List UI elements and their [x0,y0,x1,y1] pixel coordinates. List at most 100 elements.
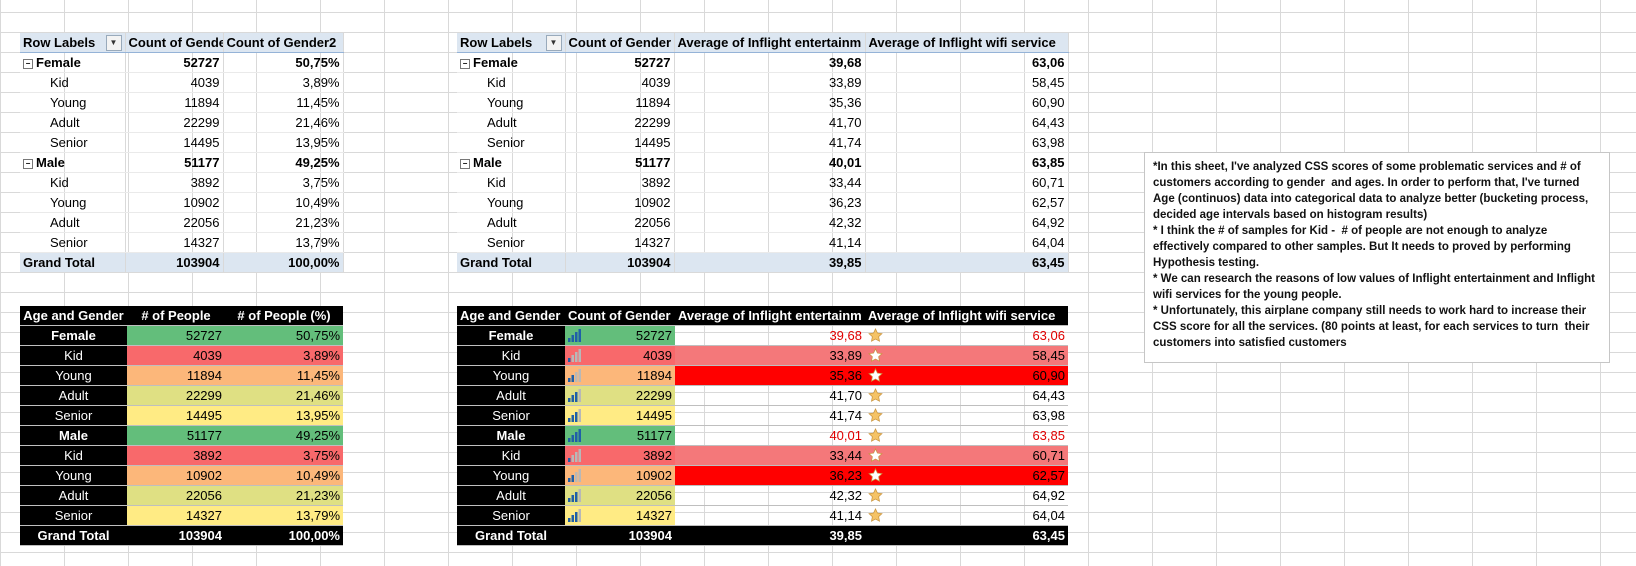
people-pct-cell[interactable]: 50,75% [225,325,343,346]
pivot-table-gender-count[interactable]: Row Labels ▼ Count of Gende Count of Gend… [20,33,344,272]
entertainment-avg-cell[interactable]: 41,74 [674,132,866,153]
pivot1-header-row-labels[interactable]: Row Labels ▼ [20,33,126,53]
row-label[interactable]: − Male [457,152,566,173]
count-cell[interactable]: 52727 [125,52,224,73]
people-pct-cell[interactable]: 11,45% [225,365,343,386]
percent-cell[interactable]: 3,89% [223,72,344,93]
age-gender-label[interactable]: Senior [457,505,565,526]
wifi-avg-cell[interactable]: 63,45 [865,525,1068,546]
count-cell[interactable]: 4039 [565,345,675,366]
count-cell[interactable]: 11894 [565,92,675,113]
row-label[interactable]: − Male [20,152,126,173]
entertainment-avg-cell[interactable]: 40,01 [675,425,865,446]
count-cell[interactable]: 10902 [565,465,675,486]
count-cell[interactable]: 51177 [565,425,675,446]
table4-header-entertainment[interactable]: Average of Inflight entertainm [675,306,865,326]
age-gender-label[interactable]: Young [20,465,127,486]
count-cell[interactable]: 22299 [125,112,224,133]
entertainment-avg-cell[interactable]: 41,14 [674,232,866,253]
count-cell[interactable]: 22056 [125,212,224,233]
row-label[interactable]: Young [20,192,126,213]
age-gender-label[interactable]: Male [457,425,565,446]
percent-cell[interactable]: 3,75% [223,172,344,193]
row-label[interactable]: − Female [457,52,566,73]
percent-cell[interactable]: 13,79% [223,232,344,253]
pivot2-header-wifi[interactable]: Average of Inflight wifi service [865,33,1069,53]
row-label[interactable]: Adult [20,112,126,133]
wifi-avg-cell[interactable]: 58,45 [865,72,1069,93]
count-cell[interactable]: 22056 [565,212,675,233]
row-label[interactable]: Young [457,192,566,213]
percent-cell[interactable]: 11,45% [223,92,344,113]
age-gender-label[interactable]: Senior [20,405,127,426]
count-cell[interactable]: 3892 [565,172,675,193]
entertainment-avg-cell[interactable]: 42,32 [674,212,866,233]
filter-dropdown-icon[interactable]: ▼ [105,35,122,51]
row-label[interactable]: Grand Total [457,252,566,272]
count-cell[interactable]: 103904 [565,252,675,272]
people-pct-cell[interactable]: 100,00% [225,525,343,546]
age-gender-label[interactable]: Female [20,325,127,346]
wifi-avg-cell[interactable]: 60,90 [865,365,1068,386]
entertainment-avg-cell[interactable]: 41,70 [674,112,866,133]
people-pct-cell[interactable]: 49,25% [225,425,343,446]
entertainment-avg-cell[interactable]: 33,89 [674,72,866,93]
analysis-note-textbox[interactable]: *In this sheet, I've analyzed CSS scores… [1144,152,1610,363]
age-gender-label[interactable]: Young [457,465,565,486]
percent-cell[interactable]: 50,75% [223,52,344,73]
wifi-avg-cell[interactable]: 63,06 [865,325,1068,346]
people-count-cell[interactable]: 51177 [127,425,225,446]
age-gender-label[interactable]: Senior [457,405,565,426]
wifi-avg-cell[interactable]: 63,85 [865,425,1068,446]
count-cell[interactable]: 11894 [565,365,675,386]
collapse-toggle-icon[interactable]: − [23,59,33,69]
entertainment-avg-cell[interactable]: 35,36 [674,92,866,113]
people-count-cell[interactable]: 103904 [127,525,225,546]
entertainment-avg-cell[interactable]: 39,68 [674,52,866,73]
wifi-avg-cell[interactable]: 60,71 [865,445,1068,466]
people-count-cell[interactable]: 11894 [127,365,225,386]
percent-cell[interactable]: 21,46% [223,112,344,133]
people-count-cell[interactable]: 3892 [127,445,225,466]
pivot1-header-count[interactable]: Count of Gende [125,33,224,53]
people-count-cell[interactable]: 14495 [127,405,225,426]
row-label[interactable]: Adult [457,212,566,233]
collapse-toggle-icon[interactable]: − [460,159,470,169]
row-label[interactable]: Grand Total [20,252,126,272]
formatted-table-service-scores[interactable]: Age and Gender Count of Gender Average o… [457,306,1068,546]
table4-header-age-gender[interactable]: Age and Gender [457,306,565,326]
row-label[interactable]: Senior [20,132,126,153]
count-cell[interactable]: 14495 [125,132,224,153]
count-cell[interactable]: 3892 [565,445,675,466]
entertainment-avg-cell[interactable]: 42,32 [675,485,865,506]
pivot2-header-row-labels[interactable]: Row Labels ▼ [457,33,566,53]
entertainment-avg-cell[interactable]: 39,85 [674,252,866,272]
age-gender-label[interactable]: Kid [457,445,565,466]
age-gender-label[interactable]: Senior [20,505,127,526]
row-label[interactable]: Kid [457,72,566,93]
entertainment-avg-cell[interactable]: 40,01 [674,152,866,173]
wifi-avg-cell[interactable]: 64,43 [865,385,1068,406]
age-gender-label[interactable]: Adult [20,485,127,506]
row-label[interactable]: Kid [457,172,566,193]
percent-cell[interactable]: 100,00% [223,252,344,272]
entertainment-avg-cell[interactable]: 33,89 [675,345,865,366]
count-cell[interactable]: 4039 [125,72,224,93]
count-cell[interactable]: 10902 [565,192,675,213]
entertainment-avg-cell[interactable]: 35,36 [675,365,865,386]
people-pct-cell[interactable]: 21,46% [225,385,343,406]
row-label[interactable]: − Female [20,52,126,73]
count-cell[interactable]: 11894 [125,92,224,113]
row-label[interactable]: Senior [457,132,566,153]
filter-dropdown-icon[interactable]: ▼ [545,35,562,51]
pivot-table-service-averages[interactable]: Row Labels ▼ Count of Gender Average of I… [457,33,1069,272]
age-gender-label[interactable]: Grand Total [20,525,127,546]
age-gender-label[interactable]: Kid [20,345,127,366]
people-count-cell[interactable]: 52727 [127,325,225,346]
table4-header-wifi[interactable]: Average of Inflight wifi service [865,306,1068,326]
percent-cell[interactable]: 13,95% [223,132,344,153]
count-cell[interactable]: 22056 [565,485,675,506]
people-pct-cell[interactable]: 10,49% [225,465,343,486]
wifi-avg-cell[interactable]: 64,92 [865,212,1069,233]
age-gender-label[interactable]: Kid [20,445,127,466]
